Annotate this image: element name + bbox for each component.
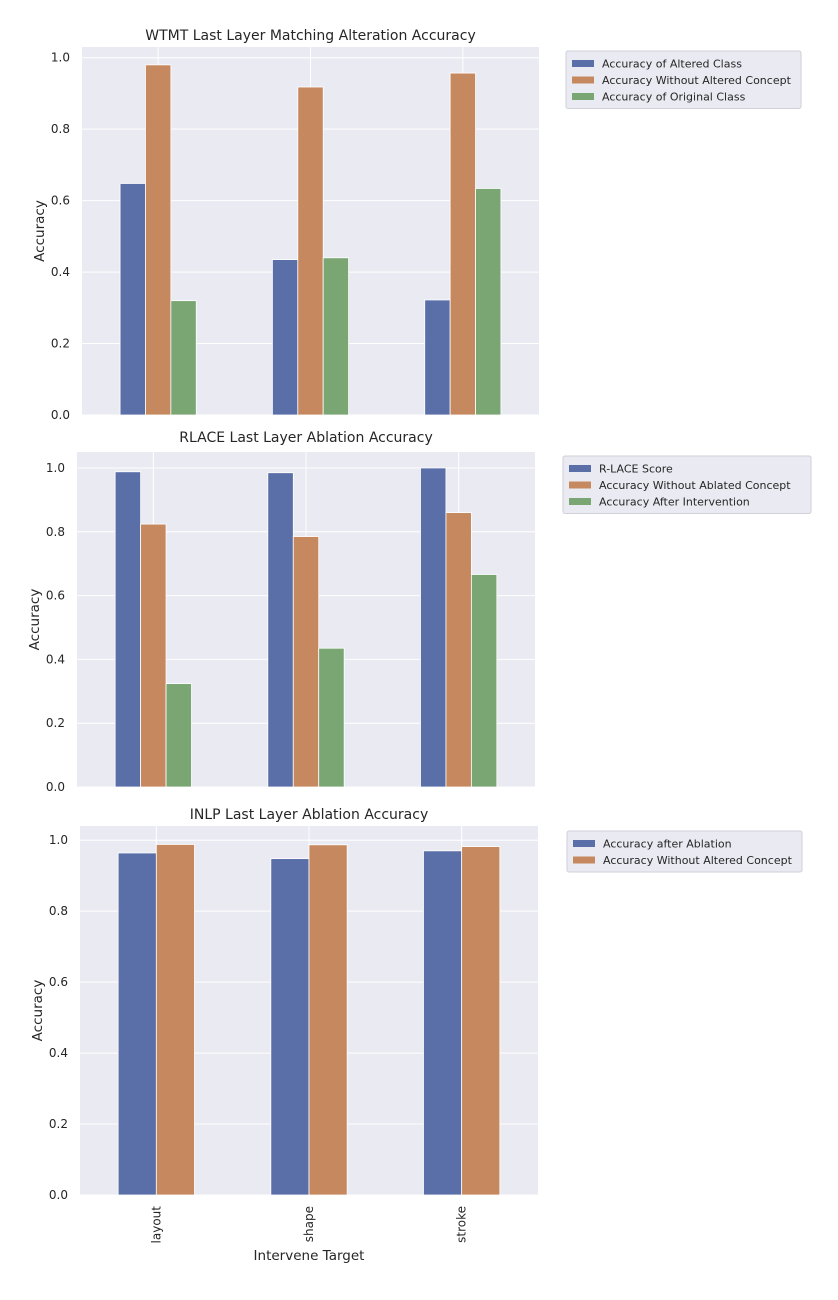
bar-accuracy-without-altered-concept-layout xyxy=(155,844,195,1196)
legend-label: R-LACE Score xyxy=(599,463,673,476)
legend-box xyxy=(562,455,812,514)
legend-swatch xyxy=(569,498,591,505)
legend: R-LACE Score Accuracy Without Ablated Con… xyxy=(562,455,812,514)
bar-accuracy-without-ablated-concept-stroke xyxy=(445,512,472,788)
bar-accuracy-after-intervention-shape xyxy=(318,647,345,788)
legend-swatch xyxy=(569,465,591,472)
y-tick-label: 0.6 xyxy=(46,589,65,603)
bar-accuracy-after-ablation-stroke xyxy=(423,850,463,1196)
legend-swatch xyxy=(569,481,591,489)
bar-accuracy-without-altered-concept-stroke xyxy=(449,72,476,416)
bar-accuracy-after-intervention-stroke xyxy=(470,574,498,788)
chart-panel-1: WTMT Last Layer Matching Alteration Accu… xyxy=(32,28,802,422)
bar-accuracy-after-ablation-layout xyxy=(117,852,157,1196)
chart-panel-2: RLACE Last Layer Ablation Accuracy 0.0 0.2… xyxy=(27,430,812,794)
bar-accuracy-without-altered-concept-shape xyxy=(308,844,348,1196)
legend: Accuracy after Ablation Accuracy Without … xyxy=(566,830,803,873)
legend-swatch xyxy=(572,76,594,84)
x-tick-label: shape xyxy=(302,1206,316,1242)
bar-accuracy-without-altered-concept-stroke xyxy=(461,846,501,1196)
chart-title: INLP Last Layer Ablation Accuracy xyxy=(190,807,429,823)
bar-r-lace-score-layout xyxy=(114,471,142,788)
y-tick-label: 0.0 xyxy=(49,1188,68,1202)
y-tick-label: 0.2 xyxy=(51,337,70,351)
y-tick-label: 1.0 xyxy=(46,461,65,475)
y-tick-label: 0.2 xyxy=(46,716,65,730)
legend-label: Accuracy after Ablation xyxy=(603,838,732,851)
bar-accuracy-after-ablation-shape xyxy=(270,858,310,1196)
y-tick-label: 0.8 xyxy=(46,525,65,539)
bar-accuracy-without-altered-concept-layout xyxy=(145,64,172,416)
bar-accuracy-of-altered-class-shape xyxy=(272,259,299,416)
y-tick-label: 0.8 xyxy=(49,904,68,918)
y-axis-label: Accuracy xyxy=(32,200,48,262)
legend-swatch xyxy=(573,840,595,847)
bar-accuracy-after-intervention-layout xyxy=(165,683,192,788)
y-tick-label: 1.0 xyxy=(49,833,68,847)
legend-box xyxy=(565,50,802,109)
legend-label: Accuracy Without Ablated Concept xyxy=(599,479,791,492)
y-tick-label: 0.2 xyxy=(49,1117,68,1131)
legend-label: Accuracy Without Altered Concept xyxy=(603,854,793,867)
legend-box xyxy=(566,830,803,873)
bar-r-lace-score-stroke xyxy=(420,467,447,788)
y-tick-label: 0.4 xyxy=(46,652,65,666)
legend-label: Accuracy of Altered Class xyxy=(602,58,742,71)
bar-accuracy-without-ablated-concept-shape xyxy=(292,536,320,788)
legend-swatch xyxy=(572,93,594,100)
chart-title: WTMT Last Layer Matching Alteration Accu… xyxy=(145,28,475,44)
bar-r-lace-score-shape xyxy=(267,472,294,788)
y-tick-label: 0.6 xyxy=(51,194,70,208)
bar-accuracy-of-altered-class-layout xyxy=(119,183,146,416)
chart-panel-3: INLP Last Layer Ablation Accuracy 0.0 0.2 0… xyxy=(30,807,803,1264)
bar-accuracy-of-original-class-shape xyxy=(322,257,349,416)
x-tick-label: layout xyxy=(149,1206,163,1244)
legend-swatch xyxy=(572,60,594,67)
x-axis-label: Intervene Target xyxy=(254,1248,365,1264)
chart-title: RLACE Last Layer Ablation Accuracy xyxy=(179,430,432,446)
y-tick-label: 0.8 xyxy=(51,122,70,136)
bar-accuracy-of-original-class-stroke xyxy=(475,188,502,416)
legend-label: Accuracy Without Altered Concept xyxy=(602,74,792,87)
legend-label: Accuracy After Intervention xyxy=(599,496,750,509)
y-tick-label: 1.0 xyxy=(51,51,70,65)
bar-accuracy-without-ablated-concept-layout xyxy=(140,523,167,788)
bar-accuracy-of-altered-class-stroke xyxy=(424,299,451,416)
y-tick-label: 0.6 xyxy=(49,975,68,989)
y-axis-label: Accuracy xyxy=(30,980,46,1042)
x-tick-label: stroke xyxy=(455,1206,469,1243)
y-tick-label: 0.4 xyxy=(49,1046,68,1060)
legend-swatch xyxy=(573,856,595,864)
bar-accuracy-of-original-class-layout xyxy=(170,300,197,416)
y-tick-label: 0.0 xyxy=(46,780,65,794)
y-tick-label: 0.4 xyxy=(51,265,70,279)
legend: Accuracy of Altered Class Accuracy Withou… xyxy=(565,50,802,109)
bar-accuracy-without-altered-concept-shape xyxy=(297,86,324,416)
y-tick-label: 0.0 xyxy=(51,408,70,422)
y-axis-label: Accuracy xyxy=(27,589,43,651)
legend-label: Accuracy of Original Class xyxy=(602,91,746,104)
